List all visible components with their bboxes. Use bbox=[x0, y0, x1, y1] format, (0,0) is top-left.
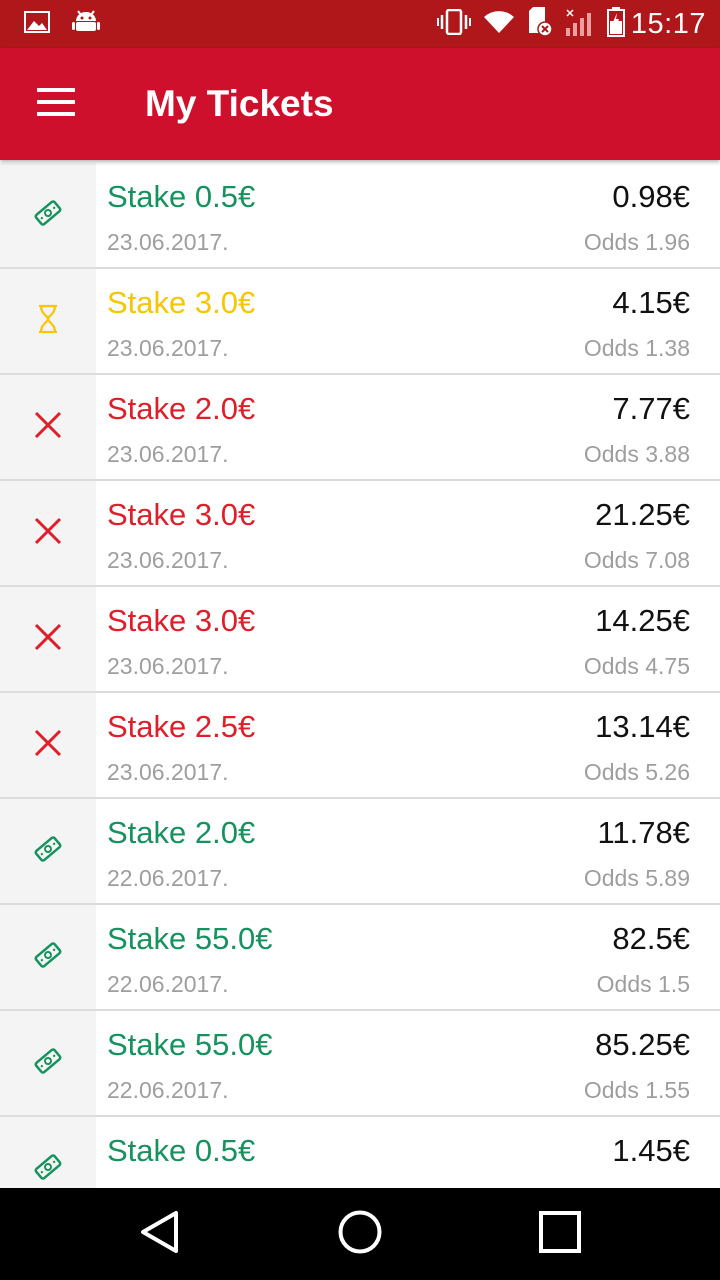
page-title: My Tickets bbox=[145, 83, 334, 124]
ticket-payout: 14.25€ bbox=[595, 603, 690, 638]
ticket-stake: Stake 3.0€ bbox=[107, 497, 256, 532]
ticket-status-cell bbox=[0, 905, 96, 1009]
ticket-status-cell bbox=[0, 269, 96, 373]
ticket-payout: 7.77€ bbox=[612, 391, 690, 426]
ticket-odds: Odds 1.38 bbox=[583, 335, 690, 361]
ticket-row[interactable]: Stake 55.0€ 22.06.2017. 85.25€ Odds 1.55 bbox=[0, 1011, 720, 1117]
ticket-date: 23.06.2017. bbox=[107, 547, 229, 573]
ticket-payout: 0.98€ bbox=[612, 179, 690, 214]
home-icon bbox=[337, 1209, 383, 1260]
ticket-icon bbox=[33, 940, 63, 975]
app-bar: My Tickets bbox=[0, 48, 720, 160]
ticket-row[interactable]: Stake 2.5€ 23.06.2017. 13.14€ Odds 5.26 bbox=[0, 693, 720, 799]
ticket-odds: Odds 4.75 bbox=[583, 653, 690, 679]
ticket-row[interactable]: Stake 3.0€ 23.06.2017. 4.15€ Odds 1.38 bbox=[0, 269, 720, 375]
ticket-row[interactable]: Stake 55.0€ 22.06.2017. 82.5€ Odds 1.5 bbox=[0, 905, 720, 1011]
ticket-details: Stake 55.0€ 22.06.2017. 85.25€ Odds 1.55 bbox=[96, 1011, 720, 1115]
ticket-payout: 4.15€ bbox=[612, 285, 690, 320]
back-icon bbox=[138, 1210, 182, 1259]
ticket-status-cell bbox=[0, 799, 96, 903]
ticket-odds: Odds 5.89 bbox=[583, 865, 690, 891]
ticket-stake: Stake 2.0€ bbox=[107, 815, 256, 850]
ticket-date: 23.06.2017. bbox=[107, 229, 229, 255]
ticket-stake: Stake 55.0€ bbox=[107, 1027, 273, 1062]
ticket-icon bbox=[33, 834, 63, 869]
ticket-payout: 11.78€ bbox=[597, 815, 690, 850]
sd-card-icon bbox=[527, 6, 553, 42]
ticket-details: Stake 3.0€ 23.06.2017. 21.25€ Odds 7.08 bbox=[96, 481, 720, 585]
ticket-odds: Odds 1.96 bbox=[583, 229, 690, 255]
nav-home-button[interactable] bbox=[310, 1188, 410, 1280]
wifi-icon bbox=[483, 10, 515, 39]
ticket-details: Stake 0.5€ 1.45€ bbox=[96, 1117, 720, 1188]
ticket-payout: 85.25€ bbox=[595, 1027, 690, 1062]
battery-icon bbox=[606, 6, 625, 42]
cross-icon bbox=[33, 728, 63, 763]
ticket-list[interactable]: Stake 0.5€ 23.06.2017. 0.98€ Odds 1.96 S… bbox=[0, 163, 720, 1188]
hourglass-icon bbox=[37, 304, 59, 339]
ticket-stake: Stake 3.0€ bbox=[107, 285, 256, 320]
ticket-status-cell bbox=[0, 693, 96, 797]
ticket-details: Stake 2.5€ 23.06.2017. 13.14€ Odds 5.26 bbox=[96, 693, 720, 797]
nav-back-button[interactable] bbox=[110, 1188, 210, 1280]
ticket-date: 22.06.2017. bbox=[107, 1077, 229, 1103]
ticket-date: 22.06.2017. bbox=[107, 971, 229, 997]
ticket-date: 23.06.2017. bbox=[107, 653, 229, 679]
hamburger-menu-icon bbox=[37, 87, 75, 121]
cross-icon bbox=[33, 516, 63, 551]
ticket-status-cell bbox=[0, 375, 96, 479]
ticket-date: 22.06.2017. bbox=[107, 865, 229, 891]
ticket-icon bbox=[33, 1046, 63, 1081]
ticket-row[interactable]: Stake 0.5€ 1.45€ bbox=[0, 1117, 720, 1188]
ticket-payout: 1.45€ bbox=[612, 1133, 690, 1168]
ticket-status-cell bbox=[0, 587, 96, 691]
ticket-odds: Odds 5.26 bbox=[583, 759, 690, 785]
ticket-details: Stake 0.5€ 23.06.2017. 0.98€ Odds 1.96 bbox=[96, 163, 720, 267]
ticket-details: Stake 55.0€ 22.06.2017. 82.5€ Odds 1.5 bbox=[96, 905, 720, 1009]
ticket-stake: Stake 0.5€ bbox=[107, 179, 256, 214]
ticket-date: 23.06.2017. bbox=[107, 335, 229, 361]
ticket-status-cell bbox=[0, 1117, 96, 1188]
ticket-stake: Stake 2.5€ bbox=[107, 709, 256, 744]
ticket-status-cell bbox=[0, 1011, 96, 1115]
vibrate-icon bbox=[436, 8, 471, 40]
ticket-details: Stake 2.0€ 23.06.2017. 7.77€ Odds 3.88 bbox=[96, 375, 720, 479]
image-icon bbox=[24, 10, 50, 38]
ticket-payout: 21.25€ bbox=[595, 497, 690, 532]
signal-icon bbox=[565, 8, 595, 41]
ticket-icon bbox=[33, 1152, 63, 1187]
ticket-status-cell bbox=[0, 481, 96, 585]
nav-recents-button[interactable] bbox=[510, 1188, 610, 1280]
cross-icon bbox=[33, 622, 63, 657]
ticket-stake: Stake 2.0€ bbox=[107, 391, 256, 426]
ticket-status-cell bbox=[0, 163, 96, 267]
ticket-stake: Stake 0.5€ bbox=[107, 1133, 256, 1168]
cross-icon bbox=[33, 410, 63, 445]
ticket-odds: Odds 7.08 bbox=[583, 547, 690, 573]
android-icon bbox=[72, 9, 100, 40]
ticket-details: Stake 3.0€ 23.06.2017. 14.25€ Odds 4.75 bbox=[96, 587, 720, 691]
ticket-stake: Stake 55.0€ bbox=[107, 921, 273, 956]
system-nav-bar bbox=[0, 1188, 720, 1280]
recents-icon bbox=[538, 1210, 582, 1259]
ticket-payout: 13.14€ bbox=[595, 709, 690, 744]
ticket-date: 23.06.2017. bbox=[107, 759, 229, 785]
ticket-details: Stake 2.0€ 22.06.2017. 11.78€ Odds 5.89 bbox=[96, 799, 720, 903]
ticket-odds: Odds 3.88 bbox=[583, 441, 690, 467]
ticket-icon bbox=[33, 198, 63, 233]
status-bar: 15:17 bbox=[0, 0, 720, 48]
ticket-row[interactable]: Stake 0.5€ 23.06.2017. 0.98€ Odds 1.96 bbox=[0, 163, 720, 269]
ticket-details: Stake 3.0€ 23.06.2017. 4.15€ Odds 1.38 bbox=[96, 269, 720, 373]
ticket-stake: Stake 3.0€ bbox=[107, 603, 256, 638]
ticket-row[interactable]: Stake 2.0€ 23.06.2017. 7.77€ Odds 3.88 bbox=[0, 375, 720, 481]
ticket-odds: Odds 1.55 bbox=[583, 1077, 690, 1103]
menu-button[interactable] bbox=[0, 48, 112, 160]
ticket-date: 23.06.2017. bbox=[107, 441, 229, 467]
ticket-payout: 82.5€ bbox=[612, 921, 690, 956]
status-clock: 15:17 bbox=[630, 7, 706, 40]
ticket-odds: Odds 1.5 bbox=[596, 971, 690, 997]
ticket-row[interactable]: Stake 3.0€ 23.06.2017. 21.25€ Odds 7.08 bbox=[0, 481, 720, 587]
ticket-row[interactable]: Stake 3.0€ 23.06.2017. 14.25€ Odds 4.75 bbox=[0, 587, 720, 693]
ticket-row[interactable]: Stake 2.0€ 22.06.2017. 11.78€ Odds 5.89 bbox=[0, 799, 720, 905]
